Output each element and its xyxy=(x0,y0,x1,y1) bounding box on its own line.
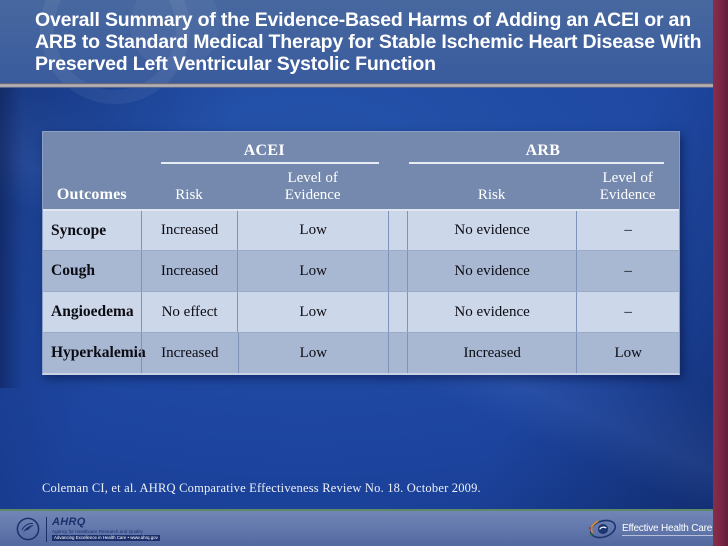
column-header-outcomes: Outcomes xyxy=(56,186,127,204)
header-spacer xyxy=(388,164,407,209)
acei-underline xyxy=(160,162,379,164)
arb-underline xyxy=(408,162,664,164)
risk-acei-cell: Increased xyxy=(140,211,238,250)
swirl-decoration xyxy=(130,0,220,70)
spacer-cell xyxy=(387,251,407,291)
loe-acei-cell: Low xyxy=(237,251,388,291)
ehc-swirl-icon xyxy=(589,519,617,539)
loe-arb-cell: – xyxy=(576,292,679,332)
title-divider xyxy=(0,83,728,88)
risk-arb-cell: No evidence xyxy=(406,211,576,250)
table-row: Syncope Increased Low No evidence – xyxy=(43,209,679,250)
harms-table: ACEI ARB Outcomes Risk Level of Evidence… xyxy=(42,131,680,375)
table-row: Cough Increased Low No evidence – xyxy=(43,250,679,291)
ahrq-tagline-1: Agency for Healthcare Research and Quali… xyxy=(52,528,143,534)
group-header-acei: ACEI xyxy=(141,132,388,164)
table-row: Hyperkalemia Increased Low Increased Low xyxy=(43,332,679,373)
group-header-arb: ARB xyxy=(407,132,679,164)
ahrq-tagline-2: Advancing Excellence in Health Care • ww… xyxy=(52,535,160,542)
title-band xyxy=(0,0,728,104)
ehc-program-label: Effective Health Care Program xyxy=(622,523,728,536)
header-corner xyxy=(43,132,141,164)
ahrq-logo-block: AHRQ Agency for Healthcare Research and … xyxy=(16,513,160,545)
group-label: ARB xyxy=(525,142,561,159)
loe-arb-cell: Low xyxy=(576,333,679,373)
column-header-risk-arb: Risk xyxy=(477,187,506,204)
header-spacer xyxy=(388,132,407,164)
risk-acei-cell: Increased xyxy=(141,333,238,373)
loe-acei-cell: Low xyxy=(237,333,388,373)
risk-arb-cell: No evidence xyxy=(406,292,576,332)
right-accent-stripe xyxy=(713,0,728,546)
column-header-risk-acei: Risk xyxy=(175,187,203,204)
risk-acei-cell: No effect xyxy=(140,292,238,332)
table-row: Angioedema No effect Low No evidence – xyxy=(43,291,679,332)
column-header-loe-arb: Level of Evidence xyxy=(599,170,656,204)
loe-acei-cell: Low xyxy=(237,292,388,332)
outcome-cell: Hyperkalemia xyxy=(51,344,146,361)
risk-arb-cell: Increased xyxy=(407,333,576,373)
ahrq-wordmark: AHRQ xyxy=(52,515,86,528)
table-header: ACEI ARB Outcomes Risk Level of Evidence… xyxy=(43,132,679,209)
column-header-loe-acei: Level of Evidence xyxy=(284,170,341,204)
footer-accent-line xyxy=(0,509,728,511)
outcome-cell: Cough xyxy=(51,262,95,279)
logo-divider xyxy=(46,516,47,542)
risk-acei-cell: Increased xyxy=(140,251,238,291)
risk-arb-cell: No evidence xyxy=(406,251,576,291)
loe-arb-cell: – xyxy=(576,251,679,291)
spacer-cell xyxy=(387,292,407,332)
loe-acei-cell: Low xyxy=(237,211,388,250)
citation: Coleman CI, et al. AHRQ Comparative Effe… xyxy=(42,481,481,495)
background-shade xyxy=(0,88,22,388)
spacer-cell xyxy=(387,211,407,250)
spacer-cell xyxy=(388,333,407,373)
ehc-logo-block: Effective Health Care Program xyxy=(588,513,728,545)
outcome-cell: Angioedema xyxy=(51,303,134,320)
group-label: ACEI xyxy=(243,142,285,159)
page-title: Overall Summary of the Evidence-Based Ha… xyxy=(35,9,702,75)
loe-arb-cell: – xyxy=(576,211,679,250)
hhs-eagle-icon xyxy=(16,517,40,541)
outcome-cell: Syncope xyxy=(51,221,107,239)
